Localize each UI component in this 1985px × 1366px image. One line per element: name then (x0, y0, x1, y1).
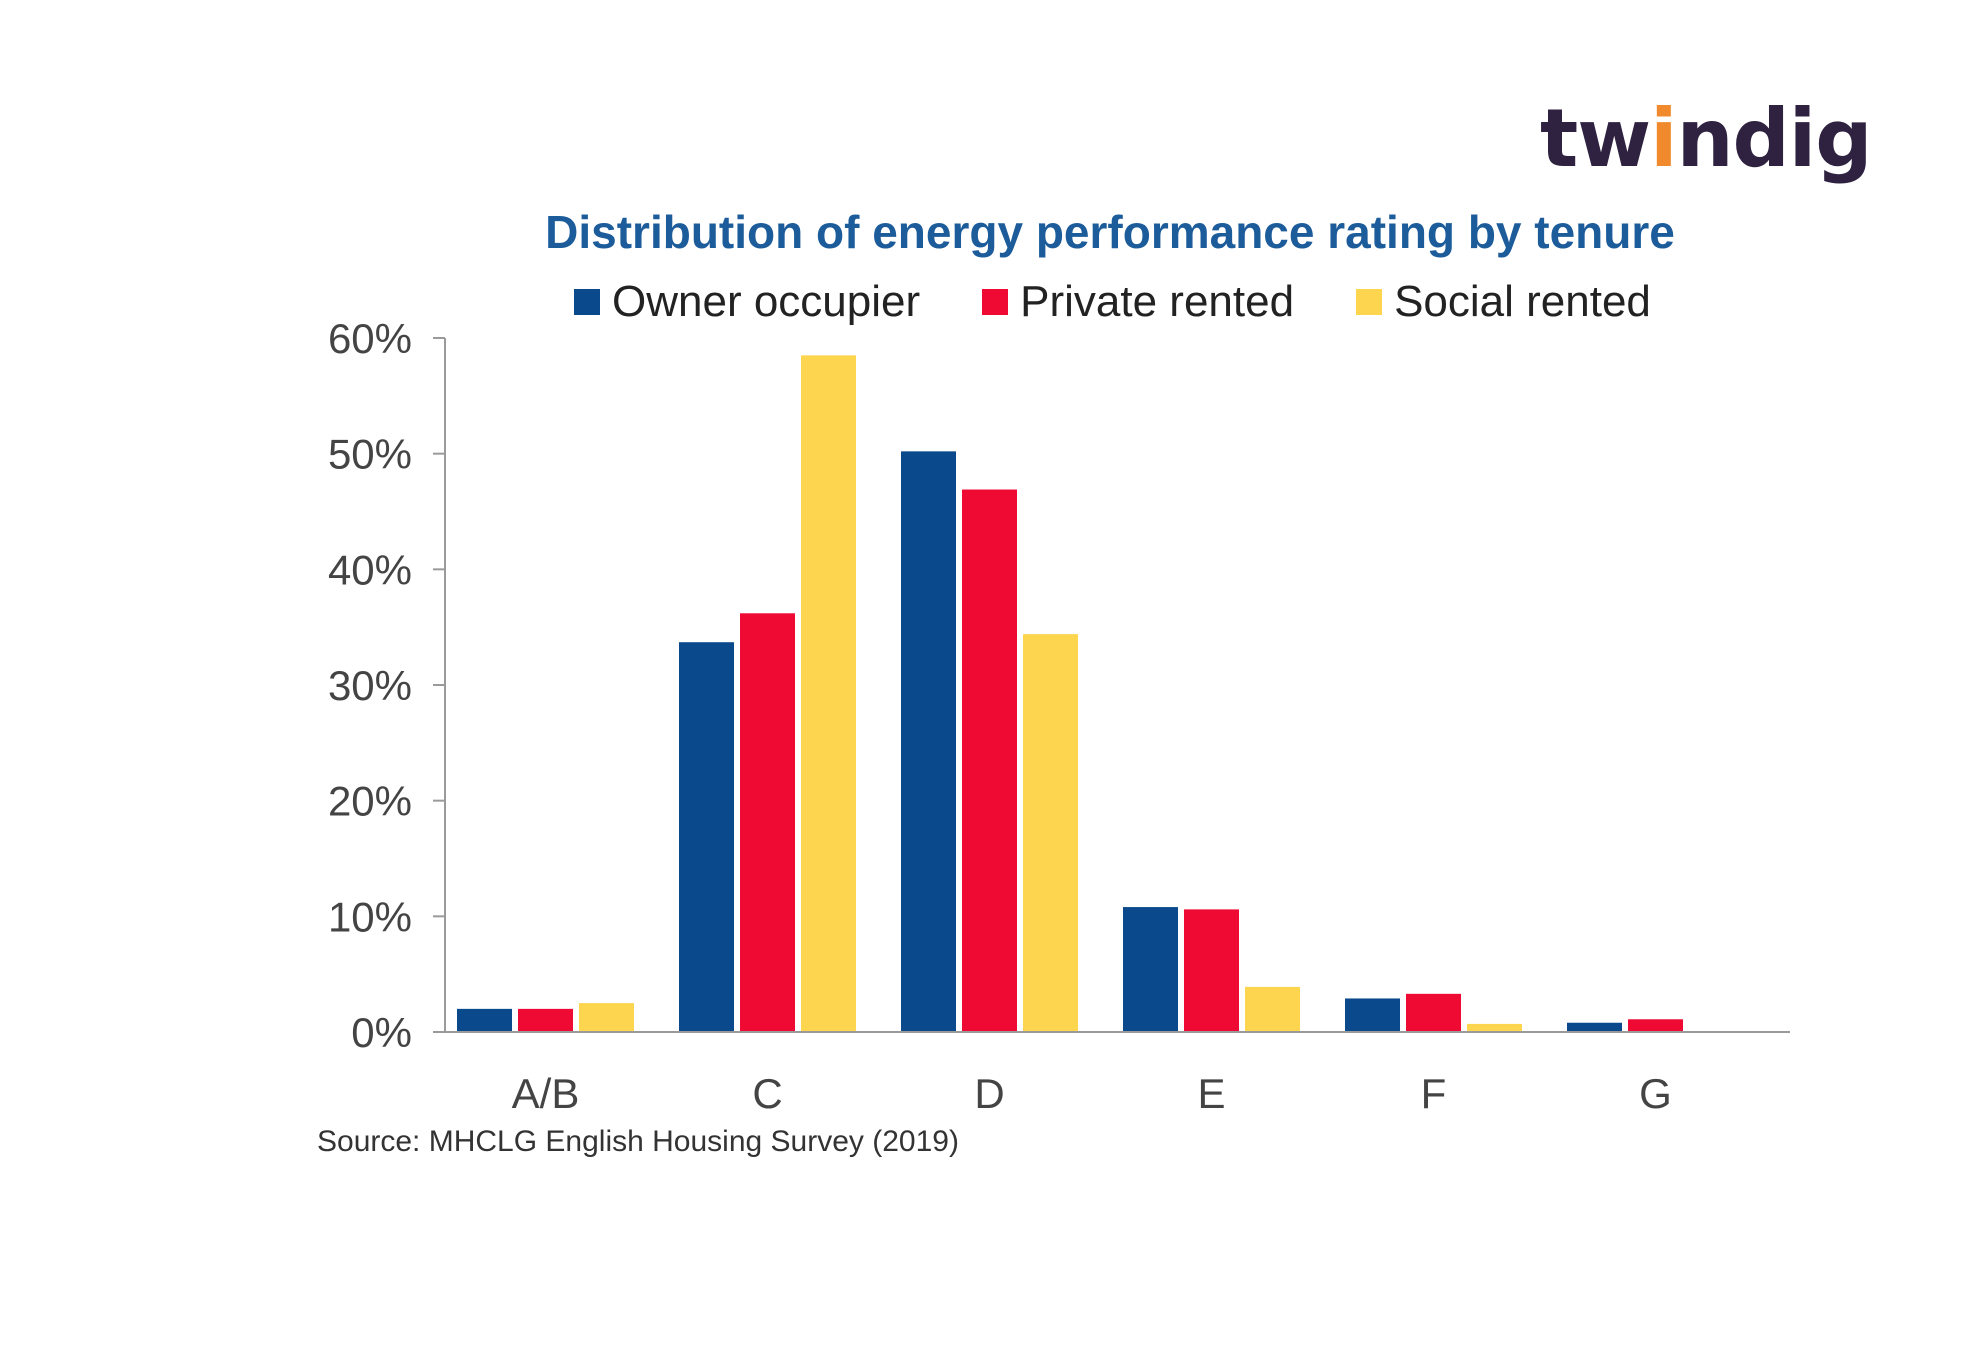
legend-label: Owner occupier (612, 277, 921, 326)
bar (1245, 986, 1300, 1032)
y-tick-label: 30% (328, 662, 412, 709)
y-tick-label: 10% (328, 893, 412, 940)
bar (679, 642, 734, 1032)
y-tick-label: 0% (351, 1009, 412, 1056)
legend-swatch (1356, 289, 1383, 315)
bar (901, 451, 956, 1032)
y-tick-label: 50% (328, 431, 412, 478)
bar (1567, 1022, 1622, 1032)
legend-item-social-rented: Social rented (1356, 277, 1651, 327)
bar (457, 1008, 512, 1032)
chart-source-note: Source: MHCLG English Housing Survey (20… (317, 1125, 959, 1158)
bar (1345, 998, 1400, 1032)
x-tick-label: E (1197, 1070, 1225, 1117)
legend-label: Social rented (1394, 277, 1651, 326)
bar (1406, 993, 1461, 1032)
bar (962, 489, 1017, 1033)
x-tick-label: C (752, 1070, 782, 1117)
legend-swatch (982, 289, 1009, 315)
bar (1467, 1023, 1522, 1032)
x-tick-label: F (1421, 1070, 1447, 1117)
legend-item-owner-occupier: Owner occupier (574, 277, 920, 327)
bar (801, 355, 856, 1033)
y-tick-label: 20% (328, 778, 412, 825)
bar (1023, 634, 1078, 1032)
bar (1628, 1019, 1683, 1032)
y-tick-label: 60% (328, 315, 412, 362)
chart-legend: Owner occupier Private rented Social ren… (574, 272, 1651, 332)
legend-item-private-rented: Private rented (982, 277, 1294, 327)
x-tick-label: D (974, 1070, 1004, 1117)
bar (1123, 907, 1178, 1032)
x-tick-label: G (1639, 1070, 1672, 1117)
legend-label: Private rented (1020, 277, 1295, 326)
legend-swatch (574, 289, 600, 315)
bar (740, 613, 795, 1032)
y-tick-label: 40% (328, 546, 412, 593)
bar (1184, 909, 1239, 1032)
bar (518, 1008, 573, 1032)
x-tick-label: A/B (512, 1070, 580, 1117)
twindig-logo: twindig (1540, 92, 1872, 185)
chart-title: Distribution of energy performance ratin… (545, 206, 1675, 258)
bar (579, 1003, 634, 1032)
